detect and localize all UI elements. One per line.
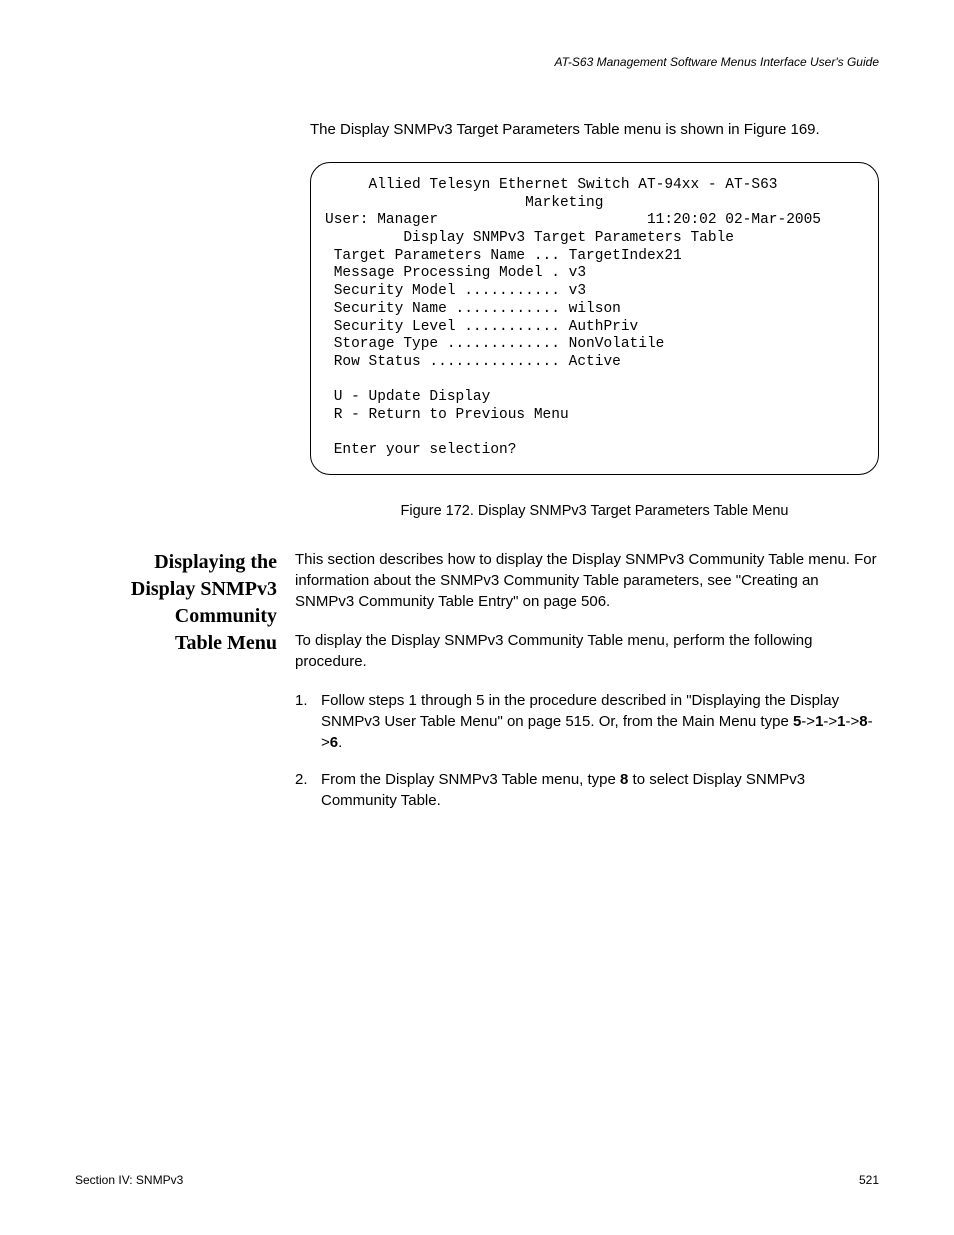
step-number: 2. [295, 769, 308, 790]
step-text: From the Display SNMPv3 Table menu, type [321, 771, 620, 788]
terminal-row: Security Model ........... v3 [325, 283, 586, 299]
heading-line: Display SNMPv3 [131, 578, 277, 600]
terminal-menu-title: Display SNMPv3 Target Parameters Table [325, 230, 734, 246]
terminal-row: Security Level ........... AuthPriv [325, 319, 638, 335]
terminal-prompt: Enter your selection? [325, 442, 516, 458]
main-content: The Display SNMPv3 Target Parameters Tab… [310, 119, 879, 519]
heading-line: Community [175, 605, 277, 627]
footer-section: Section IV: SNMPv3 [75, 1173, 183, 1187]
terminal-subtitle: Marketing [325, 195, 603, 211]
figure-caption: Figure 172. Display SNMPv3 Target Parame… [310, 503, 879, 519]
step-text: Follow steps 1 through 5 in the procedur… [321, 692, 839, 730]
section-para: This section describes how to display th… [295, 549, 879, 612]
terminal-display: Allied Telesyn Ethernet Switch AT-94xx -… [310, 162, 879, 475]
step-arrow: -> [823, 713, 837, 730]
terminal-row: Message Processing Model . v3 [325, 265, 586, 281]
terminal-title: Allied Telesyn Ethernet Switch AT-94xx -… [325, 177, 777, 193]
page-footer: Section IV: SNMPv3 521 [75, 1173, 879, 1187]
footer-page-number: 521 [859, 1173, 879, 1187]
section-body: This section describes how to display th… [295, 549, 879, 827]
heading-line: Table Menu [175, 632, 277, 654]
step-arrow: -> [846, 713, 860, 730]
section-row: Displaying the Display SNMPv3 Community … [75, 549, 879, 827]
terminal-row: Row Status ............... Active [325, 354, 621, 370]
terminal-row: Security Name ............ wilson [325, 301, 621, 317]
terminal-row: Target Parameters Name ... TargetIndex21 [325, 248, 682, 264]
terminal-option: R - Return to Previous Menu [325, 407, 569, 423]
intro-paragraph: The Display SNMPv3 Target Parameters Tab… [310, 119, 879, 140]
step-text: . [338, 734, 342, 751]
procedure-step: 1. Follow steps 1 through 5 in the proce… [295, 690, 879, 753]
procedure-step: 2. From the Display SNMPv3 Table menu, t… [295, 769, 879, 811]
page: AT-S63 Management Software Menus Interfa… [0, 0, 954, 1235]
heading-line: Displaying the [154, 551, 277, 573]
section-heading: Displaying the Display SNMPv3 Community … [75, 549, 295, 657]
terminal-user-left: User: Manager [325, 212, 438, 228]
step-arrow: -> [801, 713, 815, 730]
step-number: 1. [295, 690, 308, 711]
header-guide-title: AT-S63 Management Software Menus Interfa… [75, 55, 879, 69]
step-key: 1 [837, 713, 845, 730]
terminal-row: Storage Type ............. NonVolatile [325, 336, 664, 352]
terminal-user-right: 11:20:02 02-Mar-2005 [647, 212, 821, 228]
step-key: 8 [859, 713, 867, 730]
procedure-list: 1. Follow steps 1 through 5 in the proce… [295, 690, 879, 811]
terminal-option: U - Update Display [325, 389, 490, 405]
step-key: 6 [330, 734, 338, 751]
section-para: To display the Display SNMPv3 Community … [295, 630, 879, 672]
